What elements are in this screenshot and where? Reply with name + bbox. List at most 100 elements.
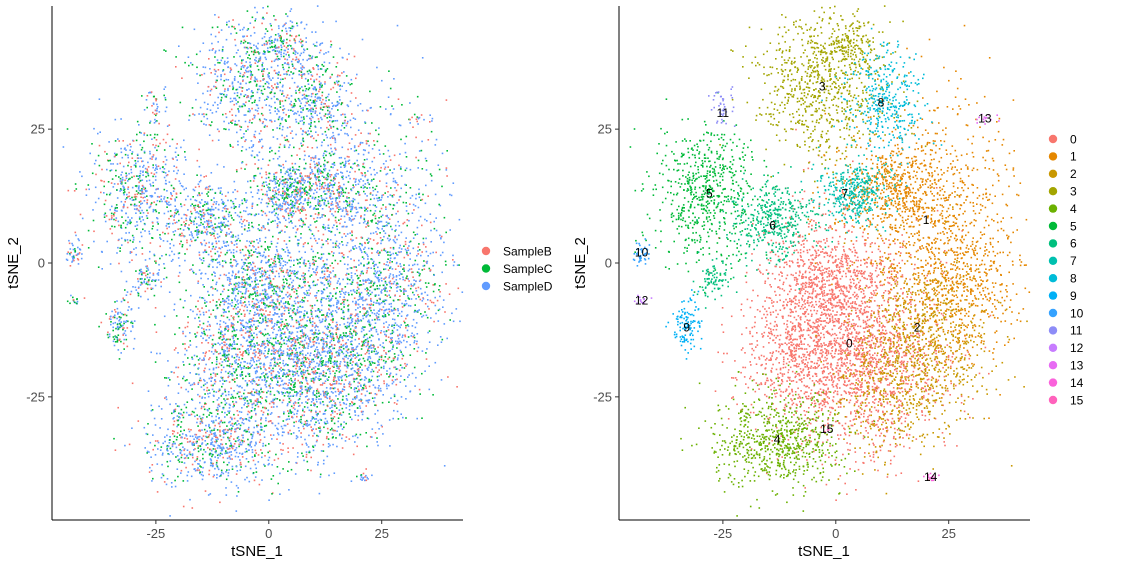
point [247,344,249,347]
point [341,379,343,382]
point [317,290,320,292]
point [280,269,283,272]
point [267,420,270,423]
point [304,265,307,267]
point [418,150,421,152]
point [299,316,301,319]
point [386,251,388,254]
point [287,324,289,327]
point [395,279,398,281]
point [340,383,342,385]
point [267,350,270,352]
point [228,345,231,348]
point [309,224,312,226]
point [230,387,232,390]
point [436,299,439,302]
point [427,282,430,284]
point [227,306,230,308]
point [414,309,416,312]
point [270,286,272,289]
point [385,108,387,110]
point [302,220,304,223]
point [256,290,258,292]
point [391,194,393,197]
point [312,250,314,253]
point [290,358,293,360]
point [366,199,368,201]
point [272,299,274,301]
point [195,305,197,308]
point [356,364,359,366]
point [279,493,281,495]
point [287,403,289,405]
point [391,196,394,198]
point [257,399,259,401]
point [297,337,299,339]
point [283,325,285,328]
point [252,336,255,339]
point [290,259,292,262]
point [208,426,211,429]
point [224,399,226,402]
point [334,387,336,389]
point [222,298,224,300]
point [364,183,367,185]
point [263,334,266,337]
point [308,365,311,367]
point [332,318,334,320]
point [278,258,280,261]
point [234,299,237,301]
point [428,308,430,310]
point [307,269,310,272]
point [346,133,348,135]
point [398,199,400,201]
point [336,367,339,369]
point [384,145,387,147]
point [237,284,240,286]
point [350,321,353,324]
point [246,309,249,312]
point [282,392,284,394]
point [191,358,194,360]
point [367,401,370,404]
point [294,344,297,347]
point [211,388,214,391]
point [320,365,323,367]
point [409,197,412,199]
point [326,270,329,272]
point [299,266,301,268]
point [303,347,305,349]
point [177,366,180,369]
point [370,379,373,382]
point [379,153,381,155]
point [397,340,399,343]
point [333,378,335,381]
point [199,472,201,475]
point [378,199,381,201]
point [406,363,408,366]
point [235,307,238,310]
point [263,375,265,377]
point [273,359,276,361]
point [305,456,308,458]
point [269,264,272,266]
point [312,317,314,320]
point [356,322,359,324]
point [286,197,289,200]
point [173,349,176,351]
point [346,203,348,205]
point [396,329,399,331]
point [241,281,243,284]
point [400,273,403,275]
point [337,173,339,175]
point [405,135,408,138]
point [323,270,326,273]
point [202,311,205,314]
point [441,185,443,188]
point [289,293,291,296]
point [243,365,246,368]
point [421,198,424,201]
point [452,259,454,261]
point [320,450,323,452]
point [416,226,419,229]
